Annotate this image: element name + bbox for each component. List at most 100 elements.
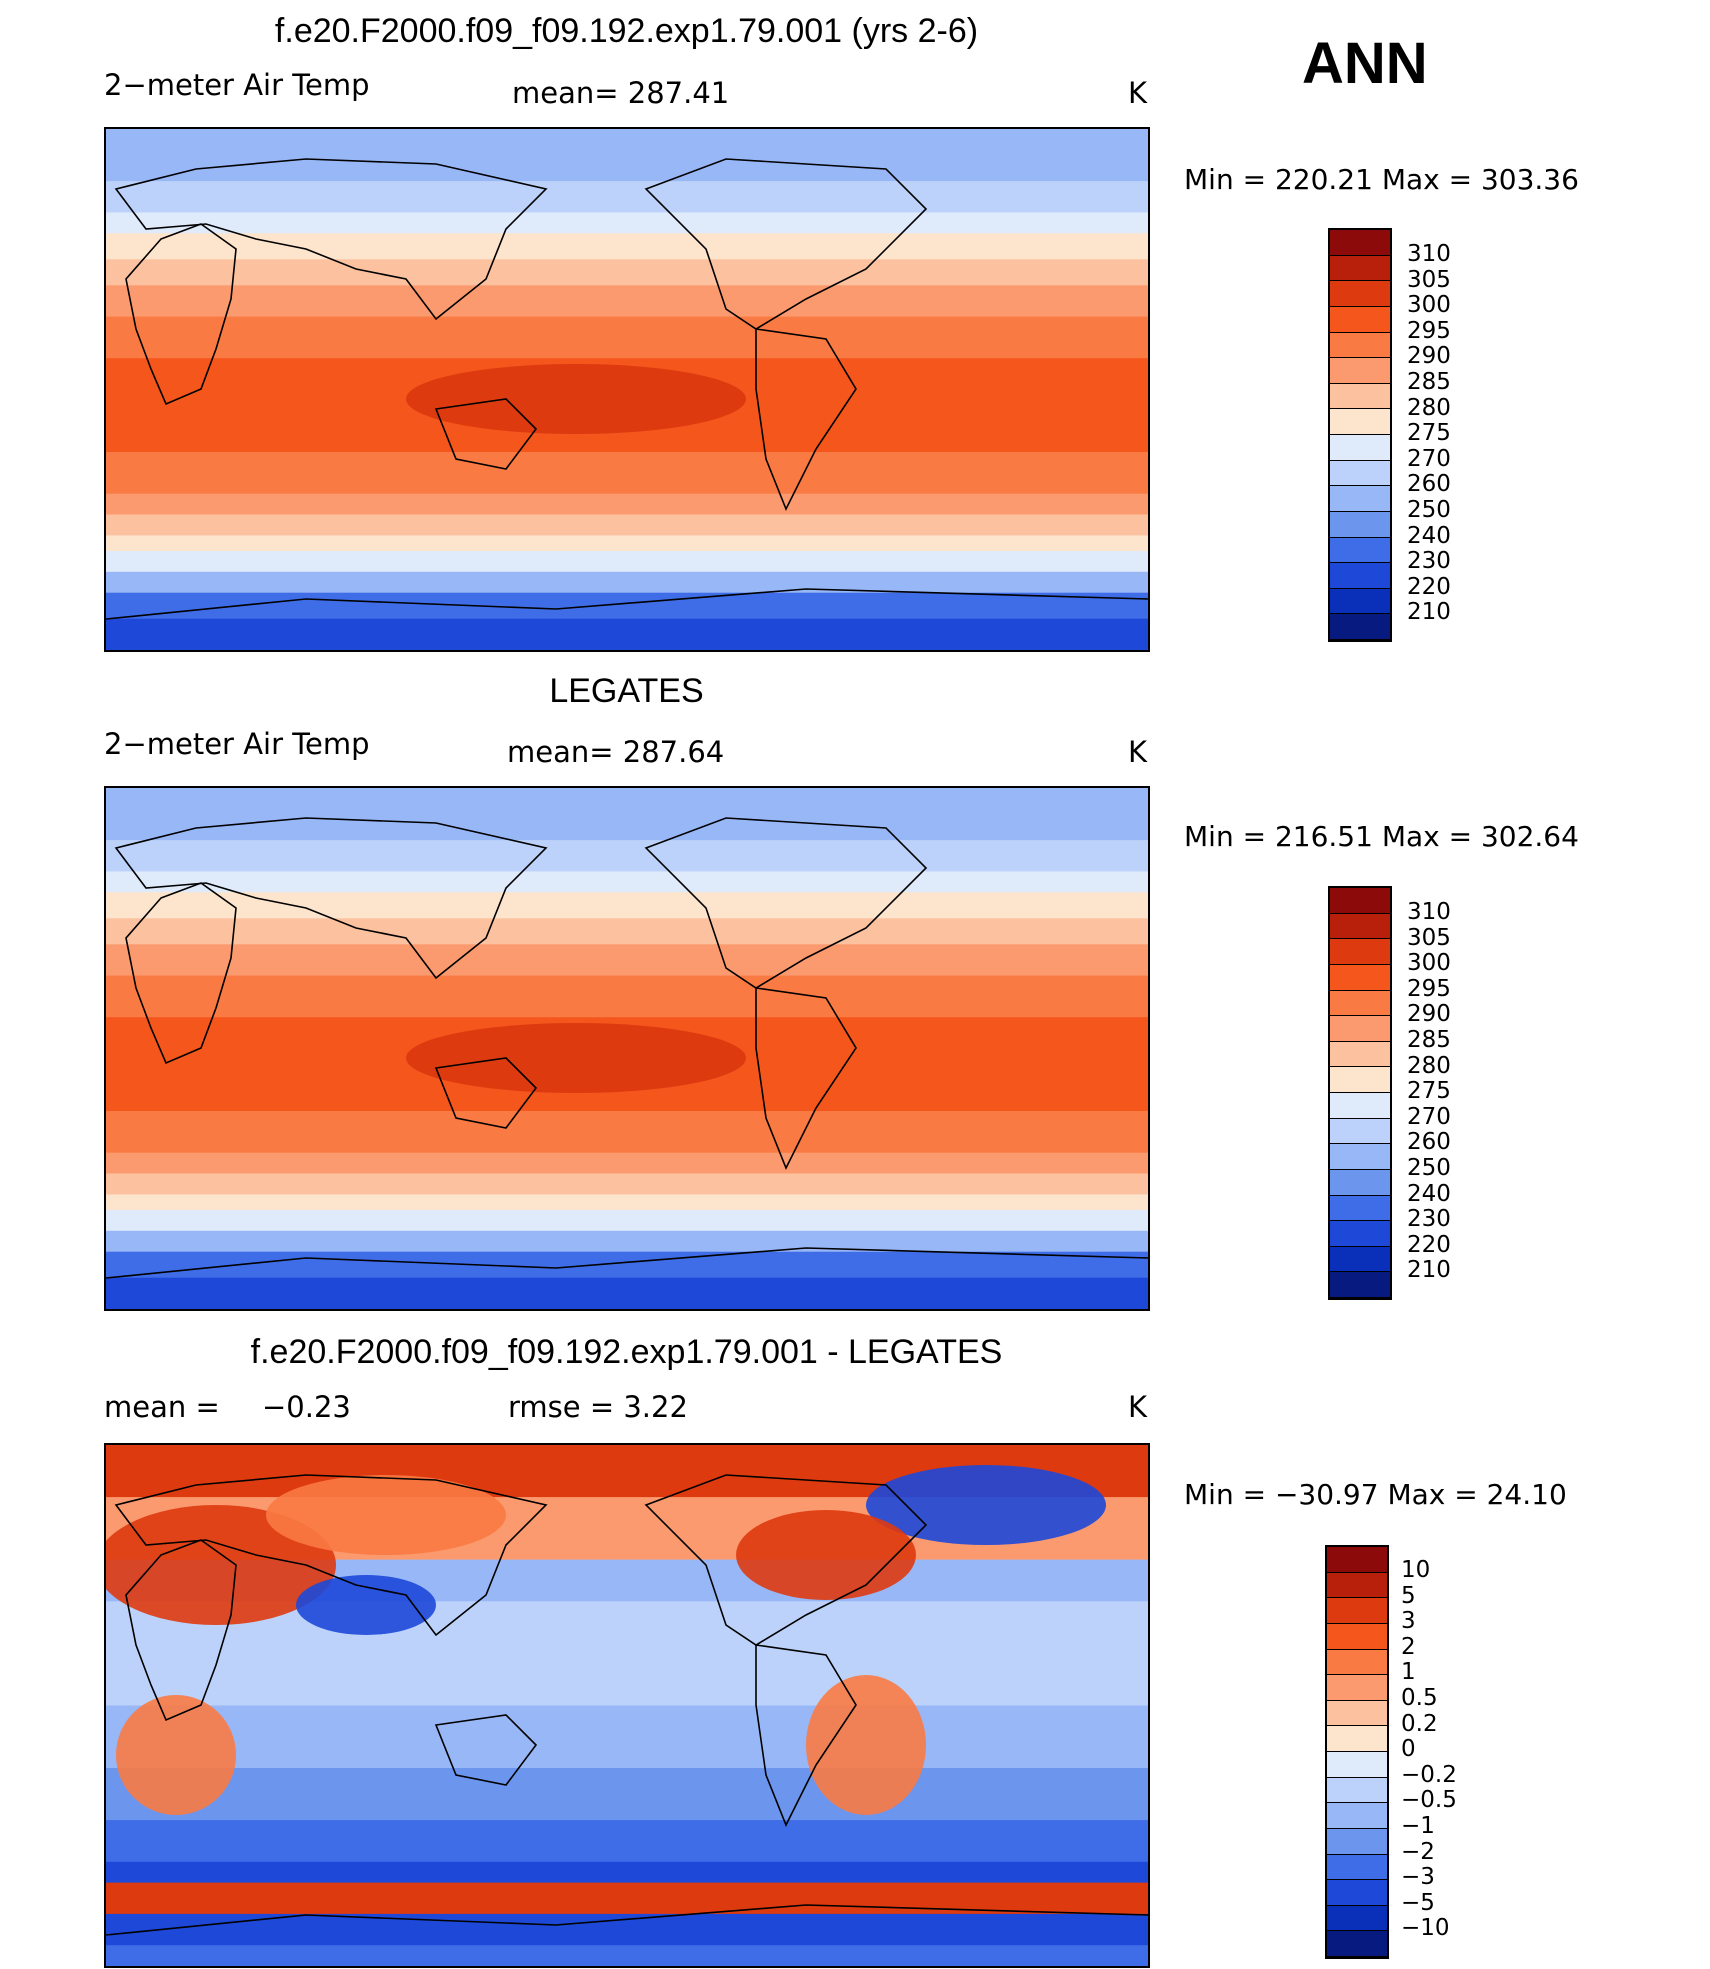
colorbar-swatch bbox=[1327, 1854, 1387, 1881]
colorbar-tick-label: −2 bbox=[1401, 1838, 1435, 1865]
colorbar-tick-label: 230 bbox=[1407, 1206, 1451, 1233]
map-band bbox=[106, 1277, 1148, 1309]
colorbar-swatch bbox=[1330, 383, 1390, 410]
panel-1-title: f.e20.F2000.f09_f09.192.exp1.79.001 (yrs… bbox=[274, 12, 979, 50]
coastline bbox=[114, 158, 548, 321]
coastline bbox=[644, 817, 928, 989]
coastline bbox=[106, 1247, 1148, 1279]
colorbar-tick-label: 270 bbox=[1407, 445, 1451, 472]
panel-2-units: K bbox=[1128, 735, 1148, 769]
panel-2-minmax: Min = 216.51 Max = 302.64 bbox=[1184, 820, 1579, 853]
panel-3-mean-label: mean = bbox=[104, 1390, 220, 1424]
panel-3-colorbar-labels: 10 5 3 2 1 0.5 0.2 0 −0.2 −0.5 −1 −2 −3 −5 −10 bbox=[1401, 1557, 1457, 1942]
colorbar-swatch bbox=[1330, 1221, 1390, 1247]
colorbar-tick-label: 3 bbox=[1401, 1608, 1416, 1635]
map-band bbox=[106, 571, 1148, 594]
panel-1-map-svg bbox=[106, 129, 1148, 650]
colorbar-tick-label: 2 bbox=[1401, 1633, 1416, 1660]
colorbar-swatch bbox=[1330, 358, 1390, 384]
map-band bbox=[106, 181, 1148, 214]
colorbar-tick-label: 285 bbox=[1407, 1026, 1451, 1053]
colorbar-swatch bbox=[1327, 1931, 1387, 1957]
map-band bbox=[106, 1210, 1148, 1232]
colorbar-tick-label: 250 bbox=[1407, 1154, 1451, 1181]
colorbar-tick-label: 300 bbox=[1407, 950, 1451, 977]
map-anomaly-patch bbox=[806, 1675, 926, 1815]
colorbar-swatch bbox=[1330, 913, 1390, 940]
colorbar-swatch bbox=[1330, 1016, 1390, 1042]
coastline bbox=[114, 1474, 548, 1637]
map-anomaly-patch bbox=[116, 1695, 236, 1815]
colorbar-swatch bbox=[1327, 1880, 1387, 1906]
map-band bbox=[106, 259, 1148, 287]
colorbar-swatch bbox=[1330, 1067, 1390, 1093]
map-band bbox=[106, 840, 1148, 873]
panel-1-colorbar-labels: 310 305 300 295 290 285 280 275 270 260 250 240 230 2… bbox=[1407, 241, 1451, 626]
colorbar-tick-label: 305 bbox=[1407, 266, 1451, 293]
map-band bbox=[106, 1173, 1148, 1196]
coastline bbox=[755, 1644, 857, 1827]
colorbar-swatch bbox=[1330, 1093, 1390, 1119]
colorbar-swatch bbox=[1330, 1144, 1390, 1170]
colorbar-swatch bbox=[1330, 1246, 1390, 1273]
colorbar-swatch bbox=[1330, 281, 1390, 307]
colorbar-tick-label: 290 bbox=[1407, 1001, 1451, 1028]
coastline bbox=[125, 223, 237, 406]
colorbar-swatch bbox=[1330, 537, 1390, 564]
colorbar-tick-label: 285 bbox=[1407, 368, 1451, 395]
panel-2-title: LEGATES bbox=[549, 672, 704, 710]
colorbar-tick-label: 310 bbox=[1407, 241, 1451, 267]
colorbar-tick-label: 0.2 bbox=[1401, 1710, 1438, 1737]
map-band bbox=[106, 1194, 1148, 1211]
map-anomaly-patch bbox=[266, 1475, 506, 1555]
colorbar-swatch bbox=[1330, 409, 1390, 435]
map-band bbox=[106, 618, 1148, 650]
panel-3-map-svg bbox=[106, 1445, 1148, 1966]
colorbar-swatch bbox=[1330, 435, 1390, 461]
colorbar-swatch bbox=[1327, 1803, 1387, 1829]
panel-3-units: K bbox=[1128, 1390, 1148, 1424]
colorbar-swatch bbox=[1327, 1623, 1387, 1650]
colorbar-swatch bbox=[1330, 1118, 1390, 1145]
panel-1-colorbar bbox=[1328, 228, 1392, 642]
colorbar-tick-label: −3 bbox=[1401, 1864, 1435, 1891]
colorbar-tick-label: 220 bbox=[1407, 1231, 1451, 1258]
colorbar-tick-label: −10 bbox=[1401, 1915, 1450, 1942]
map-band bbox=[106, 592, 1148, 620]
colorbar-tick-label: 280 bbox=[1407, 394, 1451, 421]
coastline bbox=[755, 328, 857, 511]
panel-3-colorbar bbox=[1325, 1545, 1389, 1959]
colorbar-tick-label: 220 bbox=[1407, 573, 1451, 600]
colorbar-swatch bbox=[1327, 1572, 1387, 1599]
panel-1-units: K bbox=[1128, 76, 1148, 110]
panel-3-title: f.e20.F2000.f09_f09.192.exp1.79.001 - LE… bbox=[250, 1333, 1003, 1371]
colorbar-tick-label: 230 bbox=[1407, 548, 1451, 575]
colorbar-tick-label: −0.5 bbox=[1401, 1787, 1457, 1814]
colorbar-tick-label: 260 bbox=[1407, 471, 1451, 498]
colorbar-tick-label: 280 bbox=[1407, 1052, 1451, 1079]
map-band bbox=[106, 1251, 1148, 1279]
map-band bbox=[106, 871, 1148, 894]
map-band bbox=[106, 975, 1148, 1019]
coastline bbox=[114, 817, 548, 980]
colorbar-swatch bbox=[1330, 964, 1390, 991]
map-band bbox=[106, 233, 1148, 261]
coastline bbox=[644, 158, 928, 330]
coastline bbox=[434, 398, 538, 470]
colorbar-swatch bbox=[1327, 1777, 1387, 1804]
map-band bbox=[106, 788, 1148, 842]
colorbar-tick-label: −5 bbox=[1401, 1889, 1435, 1916]
colorbar-swatch bbox=[1327, 1649, 1387, 1676]
colorbar-swatch bbox=[1330, 563, 1390, 589]
colorbar-swatch bbox=[1330, 486, 1390, 512]
map-band bbox=[106, 1152, 1148, 1175]
colorbar-tick-label: 305 bbox=[1407, 924, 1451, 951]
coastline bbox=[434, 1714, 538, 1786]
map-band bbox=[106, 1861, 1148, 1884]
colorbar-swatch bbox=[1327, 1905, 1387, 1932]
colorbar-tick-label: 210 bbox=[1407, 599, 1451, 626]
coastline bbox=[434, 1057, 538, 1129]
colorbar-swatch bbox=[1330, 614, 1390, 640]
map-band bbox=[106, 892, 1148, 920]
colorbar-tick-label: 295 bbox=[1407, 975, 1451, 1002]
